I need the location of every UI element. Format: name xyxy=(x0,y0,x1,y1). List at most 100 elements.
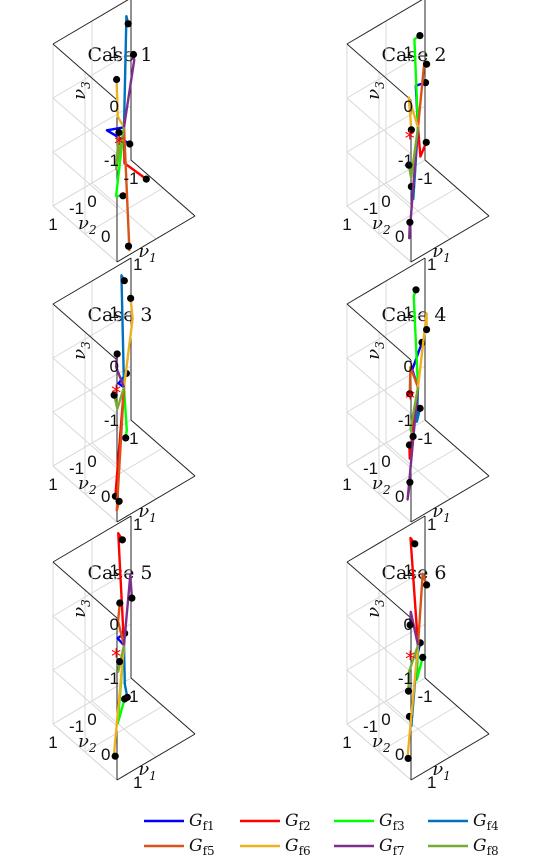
sidewall-gridline xyxy=(52,357,118,415)
z-axis-label: ν3 xyxy=(69,81,93,100)
series-end-marker xyxy=(423,326,431,334)
series-end-marker xyxy=(115,128,123,137)
series-line xyxy=(416,312,428,388)
series-line xyxy=(416,127,428,158)
y-tick-label: 1 xyxy=(342,215,351,234)
series-line xyxy=(416,572,428,646)
series-line xyxy=(122,573,134,646)
z-tick-label: -1 xyxy=(104,669,119,688)
z-axis-label: ν3 xyxy=(69,599,93,618)
y-axis-label: ν2 xyxy=(78,473,97,497)
x-tick-label: 0 xyxy=(395,487,404,506)
legend-label: Gf1 xyxy=(189,811,215,833)
legend-label: Gf3 xyxy=(379,811,405,833)
backwall-gridline xyxy=(346,51,426,99)
series-end-marker xyxy=(128,594,136,602)
sidewall-gridline xyxy=(346,357,412,415)
series-end-marker xyxy=(421,79,430,87)
series-end-marker xyxy=(423,581,431,589)
series-end-marker xyxy=(406,621,414,629)
series-line xyxy=(114,127,126,171)
series-end-marker xyxy=(423,60,431,68)
red-star-marker: * xyxy=(405,647,415,671)
y-tick-label: -1 xyxy=(123,429,138,448)
series-end-marker xyxy=(416,404,424,412)
backwall-gridline xyxy=(52,51,132,99)
axis-edge xyxy=(346,303,412,361)
x-axis-label: ν1 xyxy=(432,501,451,525)
red-star-marker: * xyxy=(405,386,415,410)
axis-edge xyxy=(52,561,118,619)
y-axis-label: ν2 xyxy=(78,213,97,237)
series-end-marker xyxy=(116,658,124,666)
chart-title: Case 1 xyxy=(88,44,153,66)
axis-edge xyxy=(130,677,196,735)
backwall-gridline xyxy=(346,677,426,725)
axis-edge xyxy=(410,733,490,781)
y-axis-label: ν2 xyxy=(372,731,391,755)
x-tick-label: 0 xyxy=(101,227,110,246)
chart-title: Case 3 xyxy=(88,304,153,326)
x-tick-label: 1 xyxy=(133,773,142,792)
y-tick-label: -1 xyxy=(123,687,138,706)
backwall-gridline xyxy=(52,677,132,725)
z-tick-label: 1 xyxy=(404,561,413,580)
sidewall-gridline xyxy=(52,669,118,727)
legend-label: Gf8 xyxy=(473,836,499,858)
axis-edge xyxy=(346,561,412,619)
y-tick-label: 1 xyxy=(342,733,351,752)
series-end-marker xyxy=(405,441,413,449)
y-tick-label: 1 xyxy=(342,475,351,494)
series-line xyxy=(114,353,126,388)
red-star-marker: * xyxy=(111,381,121,405)
floor-gridline xyxy=(91,442,157,500)
axis-edge xyxy=(346,0,423,45)
series-end-marker xyxy=(404,754,412,763)
z-tick-label: -1 xyxy=(398,151,413,170)
y-tick-label: 0 xyxy=(87,192,96,211)
series-end-marker xyxy=(120,277,128,285)
z-tick-label: 0 xyxy=(110,97,119,116)
series-end-marker xyxy=(407,126,415,134)
y-axis-label: ν2 xyxy=(372,213,391,237)
axis-edge xyxy=(52,303,118,361)
x-axis-label: ν1 xyxy=(432,241,451,265)
series-end-marker xyxy=(118,536,126,544)
y-axis-label: ν2 xyxy=(372,473,391,497)
series-line xyxy=(407,127,420,179)
legend-label: Gf2 xyxy=(285,811,311,833)
z-tick-label: 1 xyxy=(110,303,119,322)
sidewall-gridline xyxy=(52,97,118,155)
series-line xyxy=(407,644,420,692)
series-line xyxy=(115,79,126,128)
sidewall-gridline xyxy=(346,615,412,673)
y-tick-label: -1 xyxy=(123,169,138,188)
backwall-gridline xyxy=(346,105,426,153)
series-line xyxy=(408,127,420,240)
z-axis-label: ν3 xyxy=(363,81,387,100)
y-tick-label: -1 xyxy=(417,169,432,188)
floor-gridline xyxy=(385,700,451,758)
sidewall-gridline xyxy=(52,615,118,673)
x-tick-label: 0 xyxy=(101,487,110,506)
y-tick-label: -1 xyxy=(417,687,432,706)
sidewall-gridline xyxy=(52,151,118,209)
series-end-marker xyxy=(411,540,419,548)
axis-edge xyxy=(52,515,132,563)
series-line xyxy=(120,274,126,388)
axis-edge xyxy=(52,0,129,45)
series-end-marker xyxy=(115,497,123,505)
axis-edge xyxy=(346,43,412,101)
red-star-marker: * xyxy=(405,126,415,150)
series-end-marker xyxy=(110,391,118,399)
series-end-marker xyxy=(119,192,127,200)
x-tick-label: -1 xyxy=(69,459,84,478)
series-end-marker xyxy=(111,752,119,760)
series-end-marker xyxy=(124,242,133,250)
axis-edge xyxy=(52,43,118,101)
z-tick-label: 0 xyxy=(110,615,119,634)
